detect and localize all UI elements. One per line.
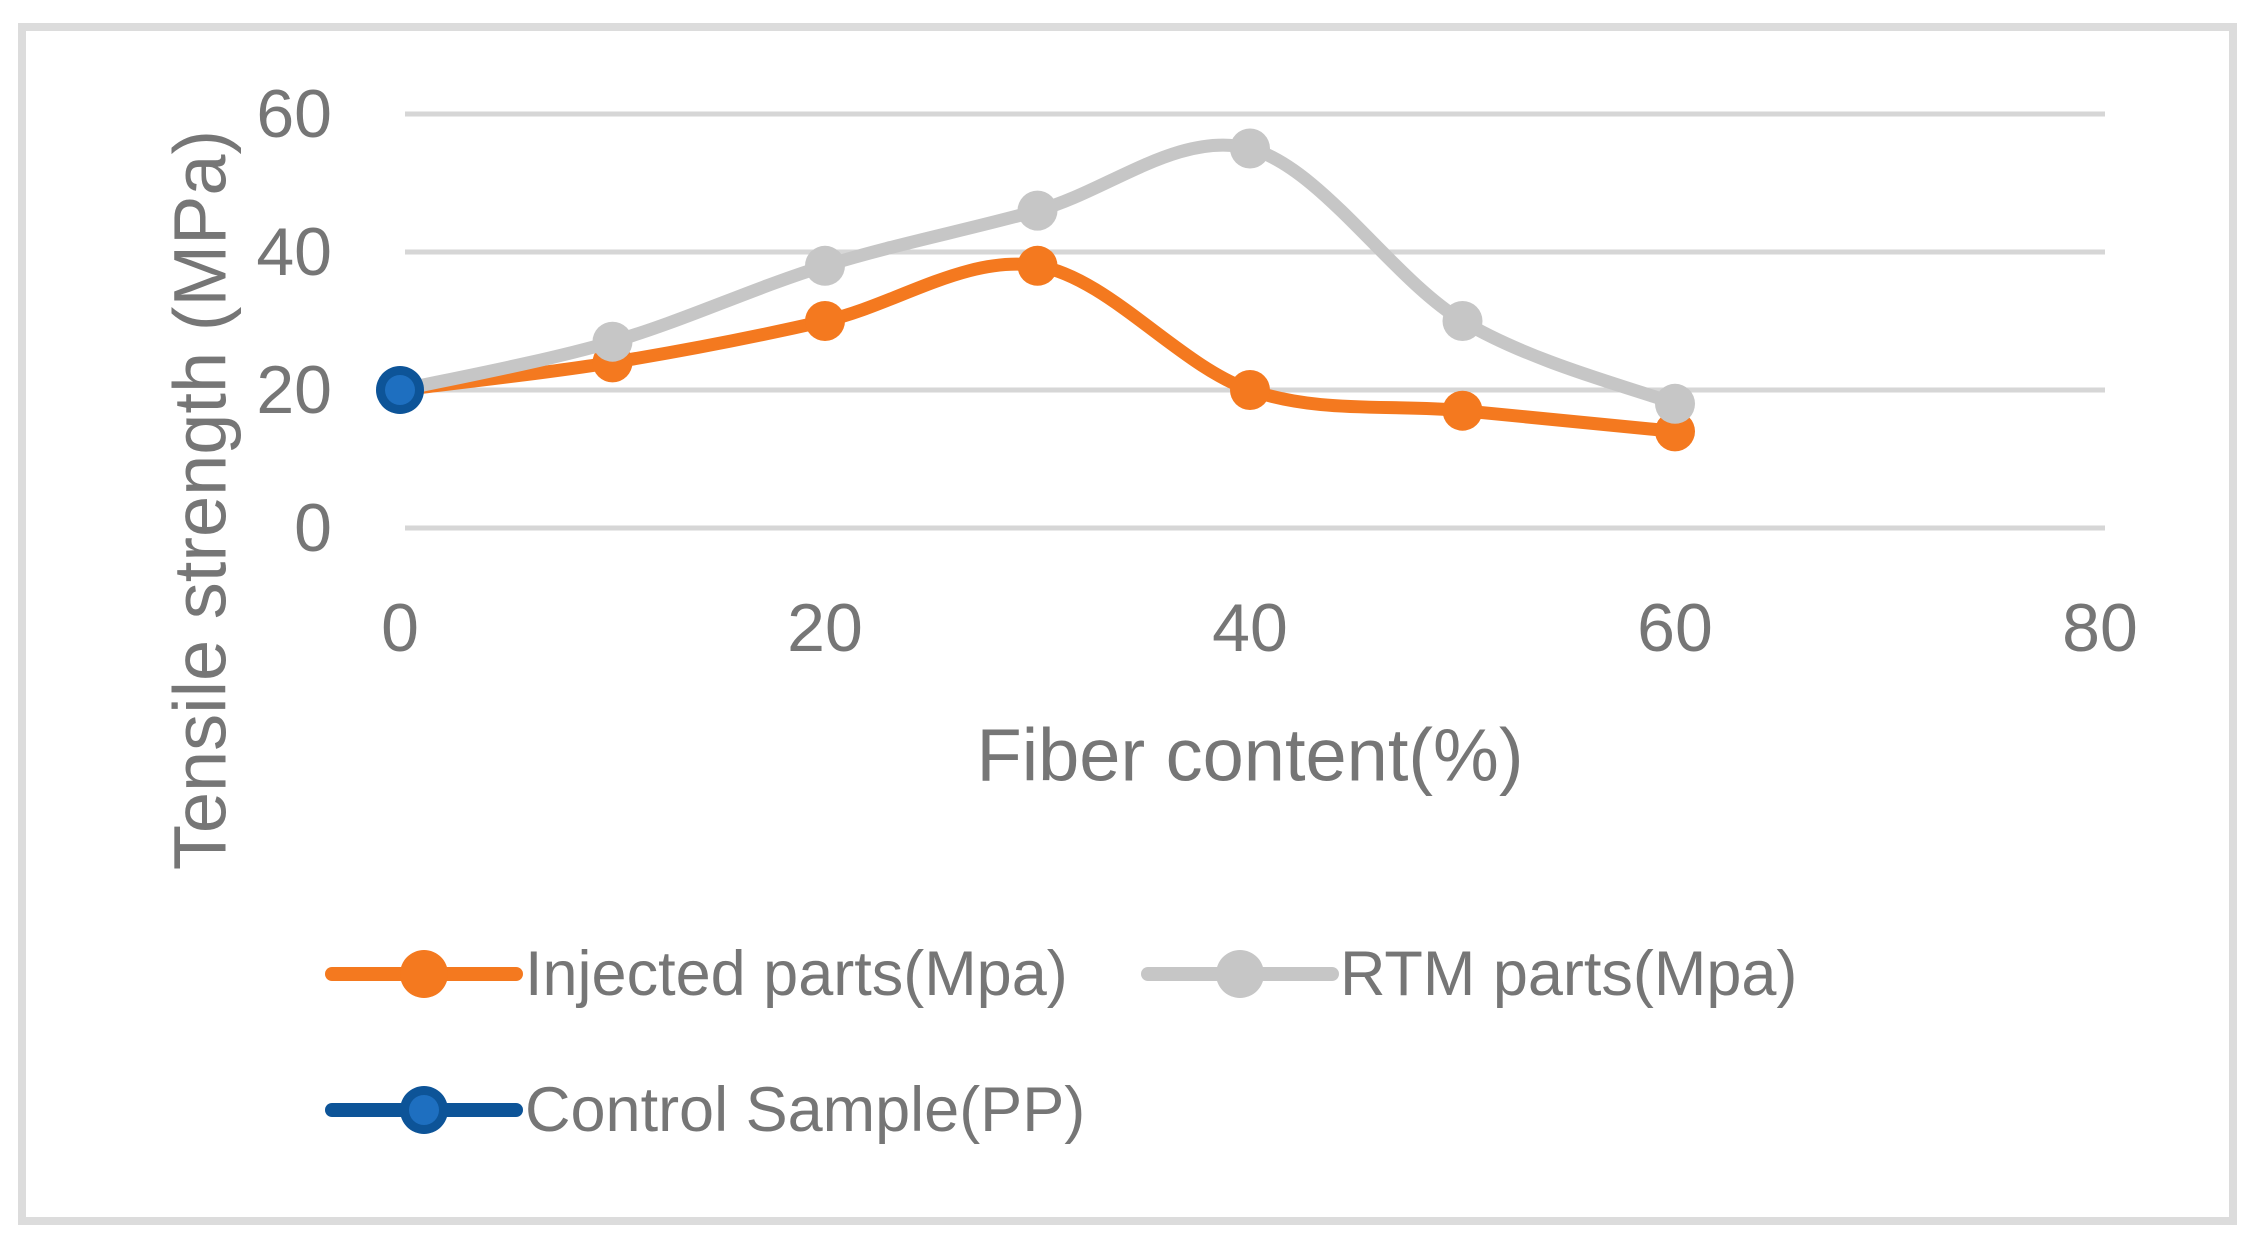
data-point-rtm-x60 (1655, 383, 1695, 424)
data-point-control-inner (385, 375, 415, 405)
y-tick-label-60: 60 (256, 76, 332, 152)
x-tick-label-80: 80 (2062, 590, 2138, 666)
x-axis-title: Fiber content(%) (977, 714, 1524, 797)
chart-border (18, 23, 2237, 1225)
legend-injected-marker (400, 950, 448, 998)
axis-tick-labels: 0 20 40 60 0 20 40 60 80 (256, 76, 2137, 666)
legend-label-control-sample: Control Sample(PP) (525, 1075, 1085, 1145)
data-point-rtm-x30 (1017, 190, 1058, 231)
series-lines (376, 128, 1695, 452)
y-axis-title: Tensile strength (MPa) (159, 130, 242, 870)
data-point-rtm-x10 (592, 321, 633, 362)
data-point-injected-x20 (805, 301, 845, 341)
y-tick-label-20: 20 (256, 352, 332, 428)
legend-rtm-marker (1216, 950, 1264, 998)
data-point-rtm-x50 (1442, 301, 1483, 341)
legend: Injected parts(Mpa) RTM parts(Mpa) Contr… (325, 939, 1797, 1145)
data-point-rtm-x20 (805, 245, 845, 286)
legend-label-injected-parts: Injected parts(Mpa) (525, 939, 1068, 1009)
x-tick-label-20: 20 (787, 590, 863, 666)
y-tick-label-0: 0 (294, 490, 332, 566)
data-point-rtm-x40 (1230, 128, 1270, 169)
data-point-injected-x60 (1655, 411, 1695, 452)
x-tick-label-60: 60 (1637, 590, 1713, 666)
legend-glyphs (325, 950, 1339, 1134)
y-tick-label-40: 40 (256, 214, 332, 290)
legend-control-marker-inner (409, 1095, 439, 1125)
x-tick-label-0: 0 (381, 590, 419, 666)
data-point-injected-x30 (1017, 245, 1058, 286)
data-point-injected-x40 (1230, 370, 1270, 410)
data-point-injected-x50 (1442, 390, 1483, 431)
legend-label-rtm-parts: RTM parts(Mpa) (1340, 939, 1797, 1009)
x-tick-label-40: 40 (1212, 590, 1288, 666)
gridlines (405, 111, 2105, 531)
